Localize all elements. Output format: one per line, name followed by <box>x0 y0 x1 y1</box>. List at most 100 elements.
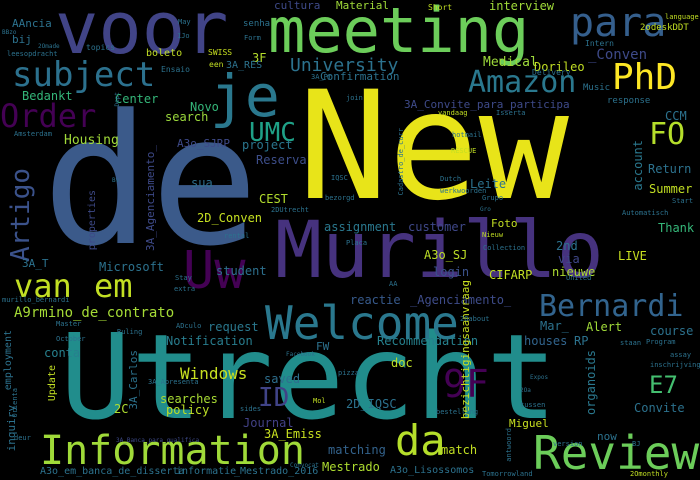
word: 3A_Convite_para_participa <box>404 98 570 111</box>
word: 3A_RES <box>226 60 263 71</box>
word: request <box>208 320 259 334</box>
word: Grupo <box>482 194 504 202</box>
word: ID <box>258 383 290 413</box>
word: Alert <box>586 320 623 334</box>
word: BBzo <box>2 29 17 36</box>
word: saved <box>264 372 301 386</box>
word: 3A_Apresenta <box>148 378 199 386</box>
word: 2Omade <box>38 43 60 50</box>
word: Dutch <box>440 175 462 183</box>
word: 2odeskDDT <box>640 23 689 33</box>
word: Material <box>336 0 389 12</box>
word: assignment <box>324 220 397 234</box>
word: rental <box>224 232 250 240</box>
word: Dept <box>114 92 121 107</box>
word: murillo_bernardi <box>2 296 70 304</box>
word: Leite <box>470 177 507 191</box>
word: Cadastro_de_curr <box>397 128 405 196</box>
word: em <box>94 267 133 305</box>
word: Bernardi <box>539 289 684 324</box>
word: hotmail <box>452 131 482 139</box>
word: Windows <box>180 364 248 383</box>
word: boleto <box>146 48 183 59</box>
word: da <box>395 416 446 465</box>
word: Novo <box>190 100 219 114</box>
word: UMC <box>249 118 296 148</box>
word: CCM <box>665 109 687 123</box>
word: A3o_em_banca_de_disserta <box>40 466 185 477</box>
word: October <box>56 335 86 343</box>
word: Music <box>583 83 611 93</box>
word: Placa <box>346 239 368 247</box>
word: policy <box>166 403 210 417</box>
word: Summer <box>649 182 693 196</box>
word: voor <box>55 0 229 70</box>
word: 2D_Conven <box>197 211 263 225</box>
word: ADculo <box>176 322 202 330</box>
word: Recommendation <box>377 334 479 348</box>
word: Form <box>244 34 261 42</box>
word: project <box>242 138 293 152</box>
word: Orienta <box>11 388 19 418</box>
word: Bedankt <box>22 89 73 103</box>
word: 3A_Agenciamento_ <box>144 145 157 251</box>
word: Isserta <box>496 109 526 117</box>
word: AAncia <box>12 17 52 30</box>
word: 3F <box>252 51 267 65</box>
word: language <box>665 13 699 21</box>
word: Medical <box>483 55 538 70</box>
word: Uw <box>183 241 246 301</box>
word: A9rmino_de_contrato <box>14 305 175 321</box>
word: Mar_ <box>540 319 569 333</box>
word: _Mestrado_2016 <box>234 466 319 477</box>
word: Welcome <box>265 296 459 350</box>
word: senha <box>243 19 271 29</box>
word: employment <box>3 330 14 391</box>
word: A3o_SJRP <box>177 137 230 150</box>
word: Microsoft <box>99 260 165 274</box>
word: A3o_SJ <box>424 248 468 262</box>
word: Information <box>40 428 305 474</box>
word: May <box>178 18 191 26</box>
word: matching <box>328 443 386 457</box>
word: meeting <box>268 0 530 67</box>
word: account <box>631 140 645 191</box>
word: 2Omonthly <box>630 470 668 478</box>
word: Return <box>648 162 692 176</box>
word: Review <box>533 426 700 480</box>
word: Amazon <box>468 65 577 100</box>
word: Order <box>0 97 97 135</box>
word: Start <box>672 197 694 205</box>
word: 9F <box>443 362 489 406</box>
word: tussen <box>520 401 546 409</box>
word: A3o_Lisossomos <box>390 465 475 476</box>
word: Automatisch <box>622 209 669 217</box>
word: 3A_Banca_para_qualifica <box>116 437 200 444</box>
word: bij <box>12 33 32 46</box>
word: Nieuw <box>482 231 504 239</box>
word: Short <box>428 3 453 12</box>
word: Dorileo <box>534 60 585 74</box>
word: search <box>165 110 209 124</box>
word: Artigo <box>6 168 36 262</box>
word: extra <box>174 285 196 293</box>
word: Reserva <box>256 153 307 167</box>
word: 2D_IQSC <box>346 397 397 411</box>
word: Mestrado <box>322 460 380 474</box>
word: interview <box>489 0 555 13</box>
word: de <box>42 77 259 286</box>
word: IQSC <box>331 174 348 182</box>
word: organoids <box>584 350 598 416</box>
word: Gro <box>480 206 491 213</box>
word: sua <box>191 176 213 190</box>
word: Ruling <box>117 328 143 336</box>
word: 2nd <box>556 239 578 253</box>
word: Journal <box>243 416 294 430</box>
word: United <box>566 274 592 282</box>
word: Mol <box>313 397 326 405</box>
word: via <box>558 252 580 266</box>
word: Miguel <box>509 417 549 430</box>
word: nieuwe <box>552 265 596 279</box>
word: SWISS <box>208 48 233 57</box>
